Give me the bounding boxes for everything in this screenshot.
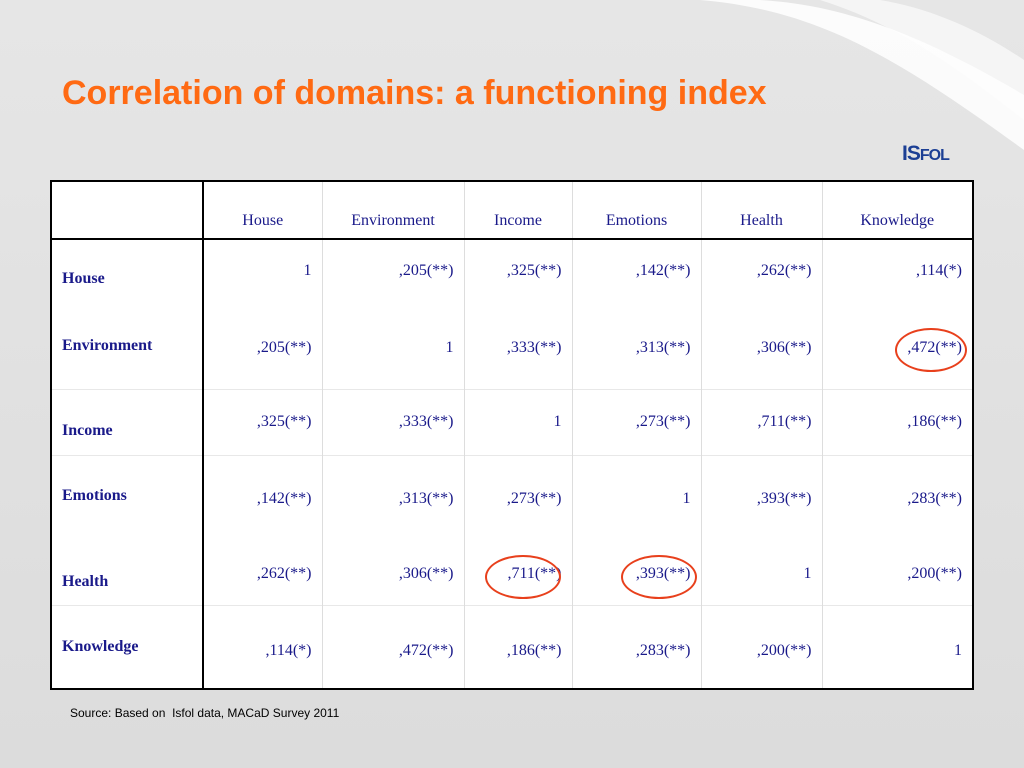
table-cell: ,325(**): [203, 388, 322, 455]
table-cell: 1: [571, 454, 701, 533]
header-row: House Environment Income Emotions Health…: [51, 181, 973, 240]
table-cell: ,283(**): [571, 604, 701, 689]
row-header: Income: [51, 388, 204, 455]
correlation-table: House Environment Income Emotions Health…: [50, 180, 974, 690]
table-cell: ,114(*): [821, 239, 973, 311]
table-cell: ,711(**): [463, 533, 572, 605]
table-cell: ,186(**): [821, 388, 973, 455]
table-row: Income ,325(**) ,333(**) 1 ,273(**) ,711…: [51, 388, 973, 455]
table-cell-value: ,711(**): [507, 565, 562, 582]
table-cell: ,393(**): [571, 533, 701, 605]
source-note: Source: Based on Isfol data, MACaD Surve…: [70, 706, 340, 720]
table-cell: ,142(**): [571, 239, 701, 311]
table-cell: 1: [321, 311, 464, 389]
row-header: Knowledge: [51, 604, 204, 689]
table-cell-value: ,393(**): [635, 565, 691, 582]
table-cell: ,333(**): [321, 388, 464, 455]
table-cell: ,205(**): [256, 339, 312, 356]
table-row: Emotions ,142(**) ,313(**) ,273(**) 1 ,3…: [51, 454, 973, 533]
table-cell: ,262(**): [700, 239, 822, 311]
logo-text-rest: FOL: [919, 147, 950, 164]
logo-text-main: IS: [902, 142, 921, 165]
table-cell: ,273(**): [463, 454, 572, 533]
table-cell: ,472(**): [821, 311, 973, 389]
corner-cell: [51, 181, 204, 240]
table-cell: ,393(**): [700, 454, 822, 533]
table-cell: ,283(**): [821, 454, 973, 533]
table-cell: 1: [463, 388, 572, 455]
table-cell: ,200(**): [821, 533, 973, 605]
table-row: Environment ,205(**) 1 ,333(**) ,313(**)…: [51, 311, 973, 389]
table-cell: 1: [821, 604, 973, 689]
table-cell: ,313(**): [321, 454, 464, 533]
table-row: House 1 ,205(**) ,325(**) ,142(**) ,262(…: [51, 239, 973, 311]
row-header: House: [51, 239, 204, 311]
table-cell: ,325(**): [463, 239, 572, 311]
table-cell: ,711(**): [700, 388, 822, 455]
slide-title: Correlation of domains: a functioning in…: [62, 74, 767, 112]
row-header: Environment: [51, 311, 204, 389]
column-header: Emotions: [571, 181, 701, 240]
table-cell: ,333(**): [463, 311, 572, 389]
row-header: Health: [51, 533, 204, 605]
table-cell: ,186(**): [463, 604, 572, 689]
table-cell: ,273(**): [571, 388, 701, 455]
column-header: Health: [700, 181, 822, 240]
background-swoosh: [700, 0, 1024, 150]
table-cell: ,262(**): [256, 565, 312, 582]
table-cell: ,114(*): [203, 604, 322, 689]
column-header: Income: [463, 181, 572, 240]
row-header: Emotions: [51, 454, 204, 533]
table-row: Health ,262(**) ,306(**) ,711(**) ,393(*…: [51, 533, 973, 605]
column-header: Knowledge: [821, 181, 973, 240]
table-cell: ,205(**): [321, 239, 464, 311]
table-cell: ,472(**): [321, 604, 464, 689]
column-header: House: [203, 181, 322, 240]
table-cell: ,142(**): [203, 454, 322, 533]
table-cell: ,306(**): [700, 311, 822, 389]
table-cell: ,313(**): [571, 311, 701, 389]
column-header: Environment: [321, 181, 464, 240]
isfol-logo: ISFOL: [902, 142, 950, 166]
table-cell: ,200(**): [700, 604, 822, 689]
table-cell: 1: [303, 262, 312, 279]
table-cell: 1: [700, 533, 822, 605]
table-cell: ,306(**): [321, 533, 464, 605]
table-cell-value: ,472(**): [907, 339, 962, 356]
table-row: Knowledge ,114(*) ,472(**) ,186(**) ,283…: [51, 604, 973, 689]
